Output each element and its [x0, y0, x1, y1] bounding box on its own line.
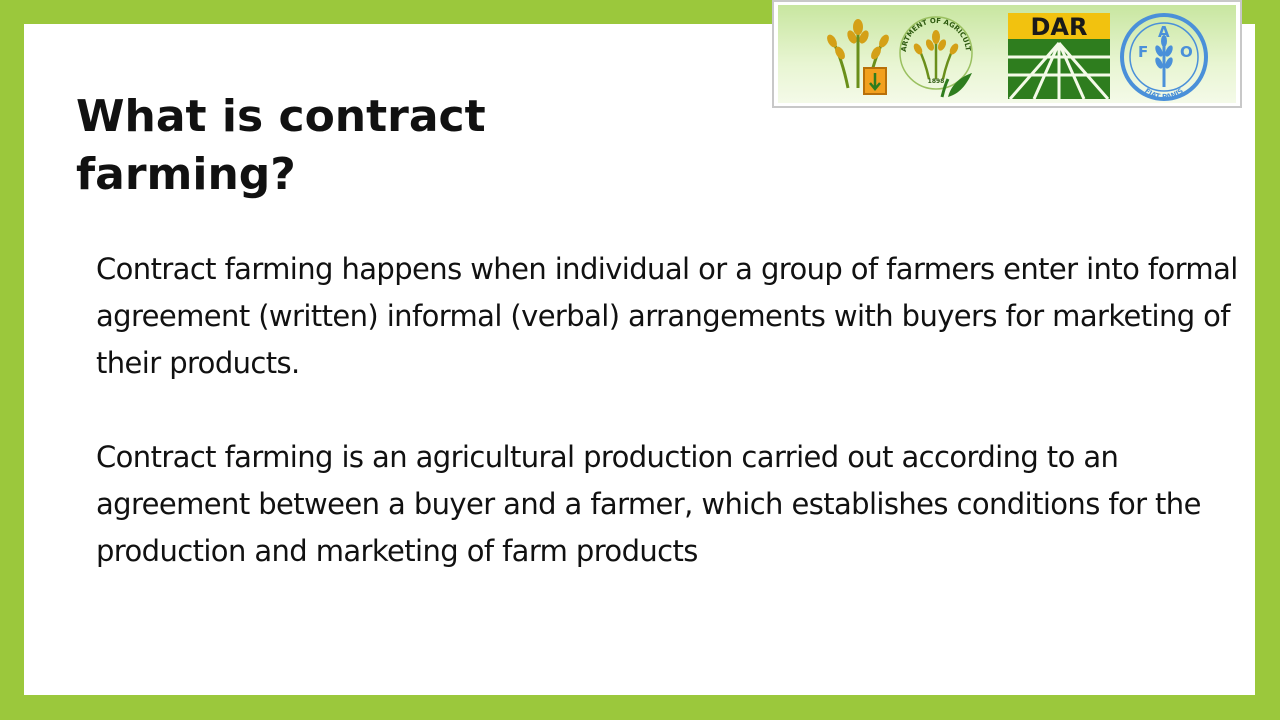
dar-text: DAR	[1031, 13, 1088, 41]
slide-canvas: What is contract farming? Contract farmi…	[24, 24, 1255, 695]
slide-body: Contract farming happens when individual…	[96, 246, 1246, 575]
fao-logo-icon: F A O FIAT PANIS	[1120, 13, 1208, 101]
partner-logos-banner: DEPARTMENT OF AGRICULTURE 1898 DAR	[772, 0, 1242, 108]
department-of-agriculture-seal-icon: DEPARTMENT OF AGRICULTURE 1898	[896, 9, 973, 98]
seal-year: 1898	[928, 78, 945, 85]
dar-logo-icon: DAR	[1008, 13, 1110, 100]
paragraph-definition-2: Contract farming is an agricultural prod…	[96, 440, 1201, 568]
svg-text:F A O: F A O	[1138, 23, 1193, 61]
slide-title: What is contract farming?	[76, 91, 486, 200]
paragraph-definition-1: Contract farming happens when individual…	[96, 252, 1238, 380]
wheat-logo-icon	[827, 19, 889, 95]
svg-text:FIAT PANIS: FIAT PANIS	[1143, 87, 1185, 101]
fao-motto: FIAT PANIS	[1143, 87, 1185, 101]
